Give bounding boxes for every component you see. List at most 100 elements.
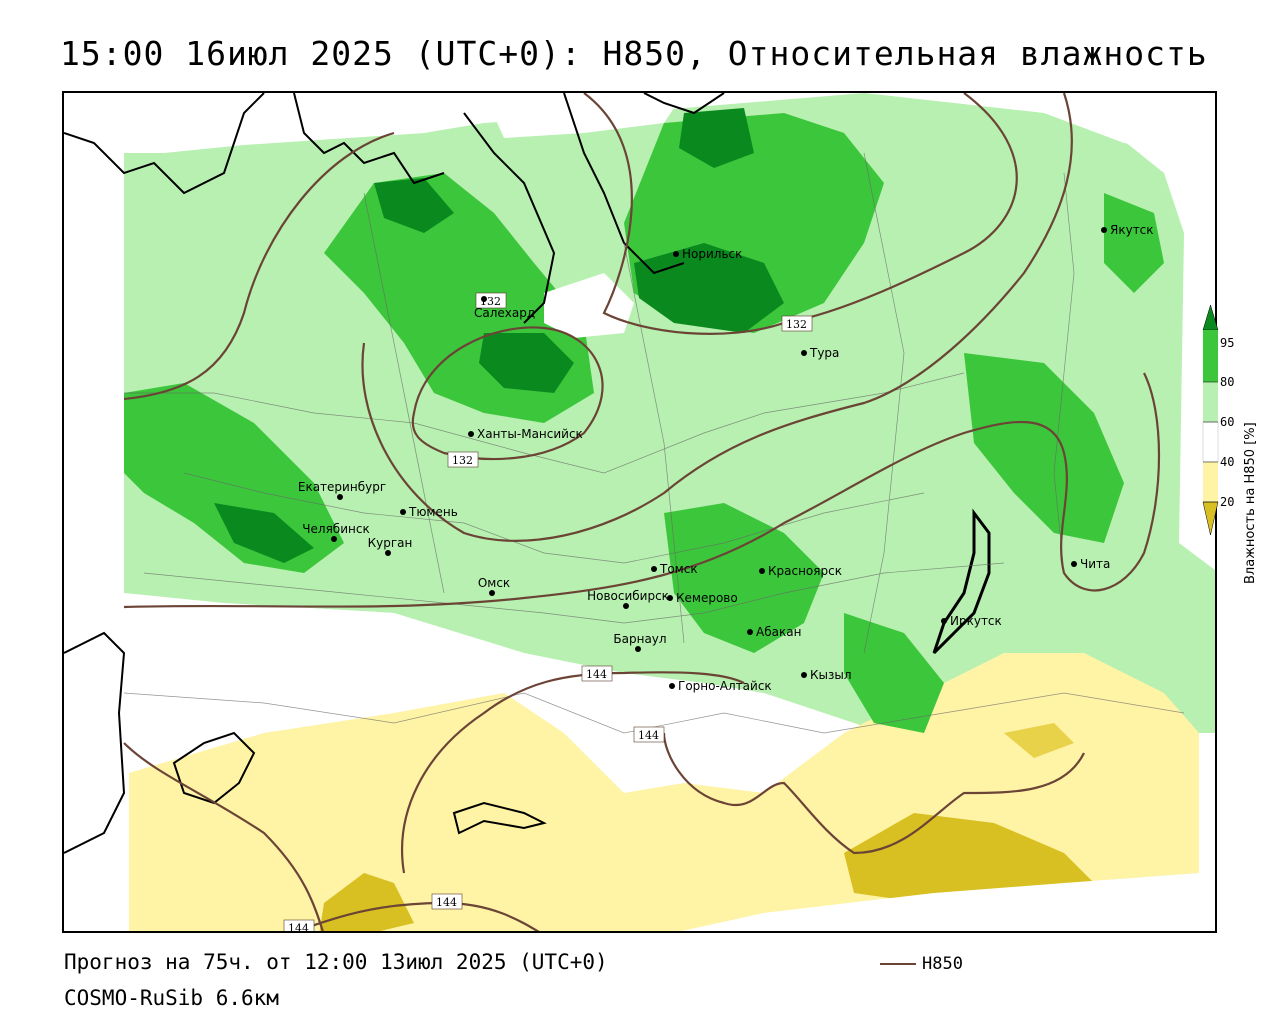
admin-borders xyxy=(123,152,1185,734)
city-3: Тура xyxy=(801,346,839,360)
forecast-info: Прогноз на 75ч. от 12:00 13июл 2025 (UTC… xyxy=(64,950,608,974)
city-0: Якутск xyxy=(1101,223,1154,237)
city-12: Омск xyxy=(478,576,510,596)
city-label: Кемерово xyxy=(676,591,738,605)
svg-text:144: 144 xyxy=(288,922,309,933)
isoline-labels: 132 132 132 144 144 144 xyxy=(283,292,813,933)
legend-swatch-lt20 xyxy=(1202,501,1219,536)
humidity-zone-lt20 xyxy=(1004,723,1074,758)
city-16: Иркутск xyxy=(941,614,1002,628)
isoline-144-east xyxy=(662,732,1085,855)
isoline-h850 xyxy=(123,372,1161,609)
city-dot xyxy=(669,683,675,689)
humidity-zone-gt95 xyxy=(679,108,754,168)
city-10: Красноярск xyxy=(759,564,842,578)
city-label: Кызыл xyxy=(810,668,852,682)
map-area: 132 132 132 144 144 144 xyxy=(62,91,1217,933)
legend-swatch-20-40 xyxy=(1203,462,1218,502)
city-dot xyxy=(747,629,753,635)
svg-text:144: 144 xyxy=(436,896,457,909)
city-13: Новосибирск xyxy=(587,589,669,609)
city-label: Омск xyxy=(478,576,510,590)
legend-tick: 60 xyxy=(1220,415,1234,429)
coastline xyxy=(64,93,265,195)
legend-swatch-gt95 xyxy=(1202,304,1219,331)
city-dot xyxy=(489,590,495,596)
city-11: Чита xyxy=(1071,557,1110,571)
city-label: Новосибирск xyxy=(587,589,669,603)
city-label: Ханты-Мансийск xyxy=(477,427,583,441)
humidity-zone-40-60 xyxy=(64,603,544,753)
city-8: Курган xyxy=(368,536,413,556)
city-15: Абакан xyxy=(747,625,801,639)
isoline-132-south xyxy=(123,93,1073,542)
humidity-map: 132 132 132 144 144 144 xyxy=(64,93,1215,933)
city-2: Салехард xyxy=(474,296,535,320)
city-5: Екатеринбург xyxy=(298,480,386,500)
out-of-domain-area xyxy=(64,593,129,931)
city-19: Кызыл xyxy=(801,668,852,682)
city-dot xyxy=(400,509,406,515)
caspian-coastline xyxy=(64,631,126,854)
city-1: Норильск xyxy=(673,247,742,261)
out-of-domain-area xyxy=(682,733,1215,931)
city-dot xyxy=(481,296,487,302)
border xyxy=(124,372,965,474)
humidity-zone-80-95 xyxy=(964,353,1124,543)
humidity-zone-80-95 xyxy=(124,383,344,573)
border xyxy=(123,692,1185,734)
isoline-label: 132 xyxy=(781,315,813,332)
coastline xyxy=(643,93,725,115)
city-dot xyxy=(673,251,679,257)
city-markers: Якутск Норильск Салехард Тура Ханты-Мансийск… xyxy=(298,223,1154,693)
legend-tick: 95 xyxy=(1220,336,1234,350)
city-label: Челябинск xyxy=(302,522,369,536)
isoline-label: 144 xyxy=(431,893,463,910)
svg-text:132: 132 xyxy=(786,318,807,331)
city-label: Красноярск xyxy=(768,564,842,578)
city-7: Челябинск xyxy=(302,522,370,542)
city-dot xyxy=(651,566,657,572)
lake-balkhash xyxy=(452,801,547,835)
city-dot xyxy=(759,568,765,574)
isoline-label: 132 xyxy=(447,451,479,468)
city-label: Тюмень xyxy=(408,505,458,519)
city-6: Тюмень xyxy=(400,505,458,519)
city-dot xyxy=(337,494,343,500)
city-dot xyxy=(635,646,641,652)
city-dot xyxy=(385,550,391,556)
city-label: Якутск xyxy=(1110,223,1154,237)
svg-text:144: 144 xyxy=(586,668,607,681)
border xyxy=(363,192,445,594)
border xyxy=(623,242,685,644)
city-14: Кемерово xyxy=(667,591,738,605)
legend-swatch-40-60 xyxy=(1202,421,1219,463)
humidity-zone-40-60 xyxy=(544,273,634,338)
coastline xyxy=(563,93,685,275)
border xyxy=(143,562,1005,624)
city-dot xyxy=(468,431,474,437)
humidity-field xyxy=(64,93,1215,931)
city-9: Томск xyxy=(651,562,698,576)
city-label: Барнаул xyxy=(613,632,666,646)
city-dot xyxy=(667,595,673,601)
city-dot xyxy=(801,350,807,356)
isoline-label: 144 xyxy=(283,919,315,933)
city-label: Курган xyxy=(368,536,413,550)
legend-tick: 40 xyxy=(1220,455,1234,469)
city-17: Барнаул xyxy=(613,632,667,652)
svg-text:132: 132 xyxy=(452,454,473,467)
coastlines xyxy=(64,93,991,854)
city-18: Горно-Алтайск xyxy=(669,679,772,693)
out-of-domain-area xyxy=(864,93,1215,162)
city-dot xyxy=(1071,561,1077,567)
city-label: Тура xyxy=(809,346,839,360)
border xyxy=(183,472,925,564)
city-4: Ханты-Мансийск xyxy=(468,427,583,441)
city-label: Екатеринбург xyxy=(298,480,386,494)
humidity-zone-gt95 xyxy=(214,503,314,563)
humidity-zone-80-95 xyxy=(1104,193,1164,293)
city-label: Салехард xyxy=(474,306,535,320)
legend-title: Влажность на H850 [%] xyxy=(1243,422,1258,584)
isoline-label: 144 xyxy=(633,726,665,743)
